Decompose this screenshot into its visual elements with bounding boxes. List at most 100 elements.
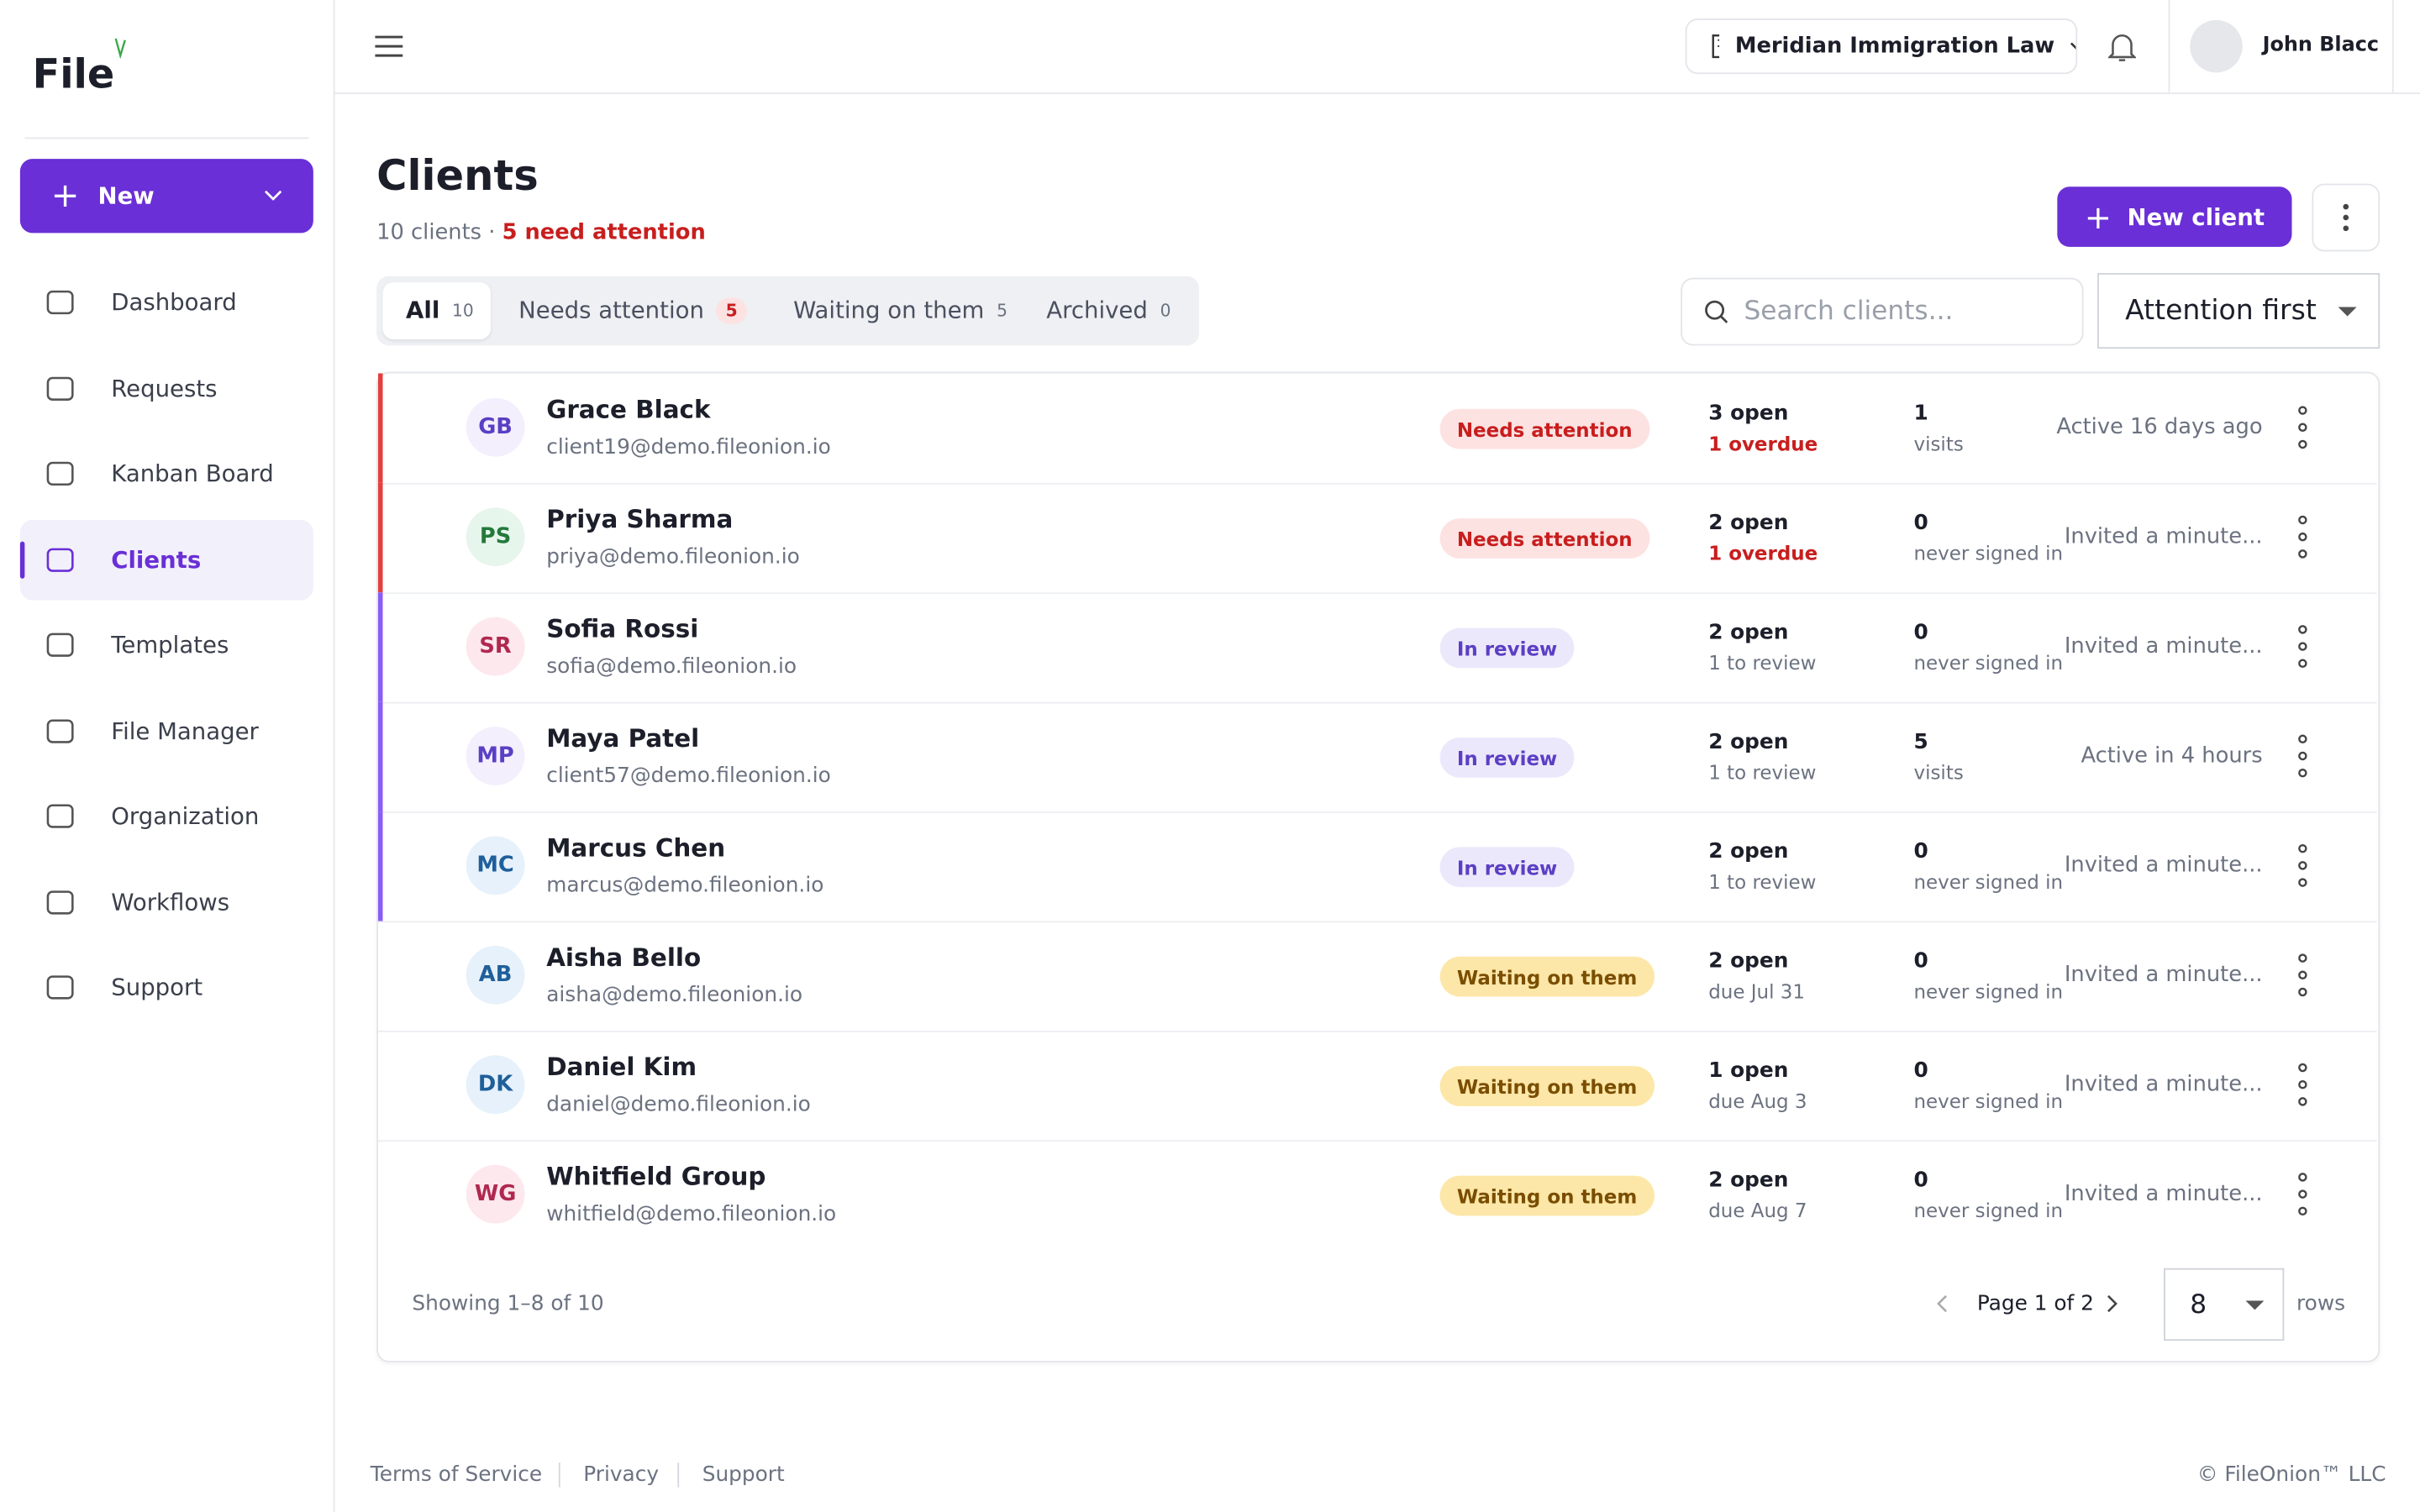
footer-link[interactable]: Privacy [583, 1462, 660, 1488]
org-switcher[interactable]: Meridian Immigration Law [1685, 18, 2078, 75]
tab[interactable]: Needs attention 5 [518, 297, 747, 324]
client-count: 10 clients [376, 220, 482, 246]
tab-label: Waiting on them [793, 296, 985, 324]
row-menu[interactable] [2291, 952, 2315, 1004]
bell-icon[interactable] [2107, 33, 2136, 64]
search-box[interactable]: Search clients... [1681, 277, 2084, 346]
nav-item[interactable]: Clients [111, 545, 202, 574]
link-separator [677, 1462, 680, 1488]
client-email: daniel@demo.fileonion.io [546, 1092, 811, 1117]
search-placeholder: Search clients... [1744, 296, 1954, 328]
tab-label: Needs attention [518, 296, 704, 324]
row-menu[interactable] [2291, 623, 2315, 675]
activity: Invited a minute... [2064, 853, 2263, 879]
menu-icon[interactable] [375, 35, 403, 57]
nav-icon [45, 287, 76, 324]
row-menu[interactable] [2291, 843, 2315, 895]
footer-link[interactable]: Support [702, 1462, 785, 1488]
activity: Invited a minute... [2064, 633, 2263, 659]
user-avatar [2190, 19, 2243, 73]
new-client-button[interactable]: + New client [2057, 186, 2292, 247]
more-button[interactable] [2312, 183, 2381, 252]
user-name: John Blacc [2262, 34, 2380, 57]
nav-icon [45, 715, 76, 752]
nav-item[interactable]: Organization [111, 802, 260, 831]
visit-count: 0 [1913, 948, 1928, 974]
footer-link[interactable]: Terms of Service [370, 1462, 543, 1488]
rows-per-page: 8 [2190, 1289, 2207, 1320]
nav-item[interactable]: Kanban Board [111, 459, 274, 488]
nav-item[interactable]: Support [111, 973, 203, 1002]
avatar: PS [466, 507, 525, 567]
nav-item[interactable]: Requests [111, 374, 218, 402]
tab-label: All [406, 296, 440, 324]
visit-count: 0 [1913, 1058, 1928, 1084]
status-badge: Waiting on them [1439, 956, 1655, 997]
logo-leaf [114, 38, 126, 59]
new-button[interactable]: + New [19, 159, 313, 234]
new-label: New [97, 181, 155, 210]
nav-item[interactable]: Templates [111, 631, 229, 659]
prev-page[interactable] [1935, 1294, 1948, 1313]
row-divider [377, 1140, 2377, 1142]
status-stripe [377, 701, 383, 812]
tab-count: 5 [716, 297, 747, 323]
client-name: Daniel Kim [546, 1052, 697, 1082]
status-badge: In review [1439, 847, 1575, 888]
visit-label: never signed in [1913, 1089, 2064, 1113]
visit-label: visits [1913, 760, 1964, 785]
active-nav-bar [19, 540, 25, 578]
nav-item[interactable]: Workflows [111, 888, 230, 916]
client-name: Sofia Rossi [546, 614, 699, 643]
status-badge: In review [1439, 627, 1575, 669]
status-stripe [377, 373, 383, 483]
visit-label: never signed in [1913, 979, 2064, 1003]
tab-count: 5 [997, 300, 1007, 321]
avatar: MP [466, 727, 525, 785]
sort-label: Attention first [2125, 294, 2317, 328]
row-menu[interactable] [2291, 732, 2315, 785]
nav-item[interactable]: Dashboard [111, 288, 237, 317]
row-menu[interactable] [2291, 514, 2315, 566]
open-count: 2 open [1708, 839, 1789, 864]
activity: Invited a minute... [2064, 963, 2263, 988]
nav-icon [45, 543, 76, 580]
user-menu[interactable] [2168, 0, 2394, 93]
row-menu[interactable] [2291, 1062, 2315, 1114]
row-divider [377, 592, 2377, 595]
visit-label: never signed in [1913, 541, 2064, 565]
activity: Active 16 days ago [2056, 415, 2263, 440]
attention-count: 5 need attention [502, 220, 706, 246]
row-menu[interactable] [2291, 1171, 2315, 1223]
status-badge: In review [1439, 737, 1575, 778]
clients-table [376, 371, 2381, 1362]
avatar: WG [466, 1164, 525, 1224]
open-detail: due Aug 7 [1708, 1199, 1807, 1222]
nav-icon [45, 373, 76, 410]
tab-bar [376, 276, 1200, 346]
open-detail: 1 overdue [1708, 541, 1818, 565]
tab-count: 10 [451, 300, 474, 321]
link-separator [558, 1462, 560, 1488]
avatar: GB [466, 397, 525, 457]
visit-count: 0 [1913, 1168, 1928, 1193]
row-menu[interactable] [2291, 404, 2315, 456]
rows-label: rows [2296, 1291, 2346, 1316]
tab[interactable]: Archived 0 [1046, 297, 1171, 324]
tab-label: Archived [1046, 296, 1148, 324]
nav-icon [45, 886, 76, 923]
visit-label: never signed in [1913, 651, 2064, 675]
nav-item[interactable]: File Manager [111, 717, 259, 745]
tab[interactable]: All 10 [406, 297, 474, 324]
rows-select[interactable]: 8 [2164, 1268, 2285, 1341]
page-title: Clients [376, 152, 539, 201]
tab[interactable]: Waiting on them 5 [793, 297, 1007, 324]
visit-count: 0 [1913, 839, 1928, 864]
activity: Invited a minute... [2064, 524, 2263, 549]
next-page[interactable] [2107, 1294, 2119, 1313]
status-stripe [377, 592, 383, 702]
sort-select[interactable]: Attention first [2097, 273, 2381, 349]
open-detail: due Jul 31 [1708, 979, 1805, 1003]
open-detail: 1 to review [1708, 760, 1817, 785]
